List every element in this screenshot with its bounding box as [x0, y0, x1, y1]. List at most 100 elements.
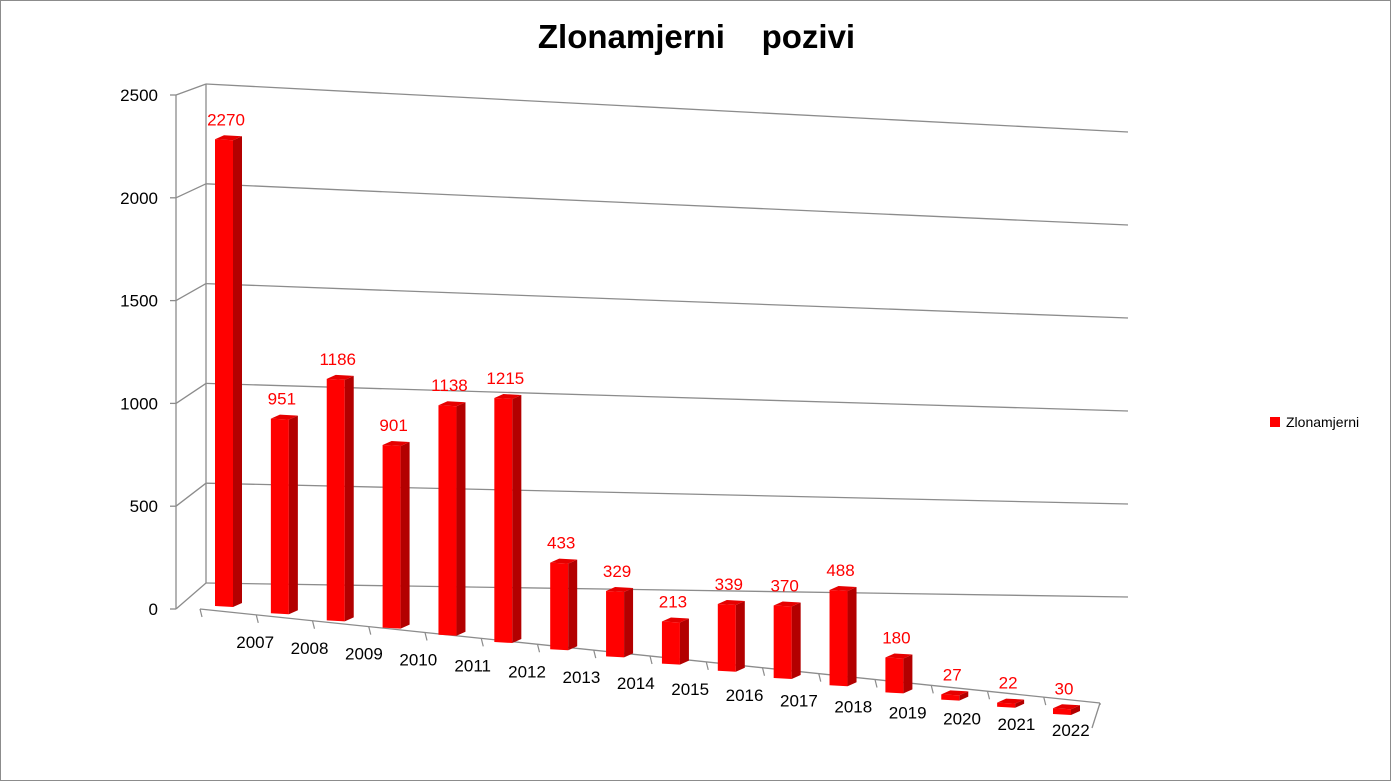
bar-side — [959, 691, 969, 701]
bar-top — [773, 601, 801, 607]
bar-top — [941, 690, 969, 696]
y-tick-label: 2000 — [120, 189, 158, 208]
bars — [215, 135, 1080, 715]
chart-title: Zlonamjerni pozivi — [537, 18, 856, 55]
bar-side — [735, 601, 745, 672]
x-tick-label: 2007 — [236, 633, 274, 652]
bar-front — [494, 398, 513, 643]
bar-side — [903, 654, 913, 694]
gridline — [205, 382, 1129, 412]
x-tick-label: 2016 — [726, 686, 764, 705]
bar-top — [606, 586, 634, 592]
bar — [606, 586, 634, 658]
bar-front — [326, 378, 345, 622]
x-tick-mark — [1043, 696, 1047, 706]
bar-side — [512, 395, 522, 643]
bar-front — [829, 590, 848, 687]
gridline-side — [175, 83, 207, 96]
data-label: 1186 — [319, 350, 356, 369]
data-label: 22 — [999, 674, 1018, 693]
bar-top — [438, 401, 466, 407]
bar — [326, 374, 354, 622]
x-tick-mark — [424, 632, 428, 641]
x-tick-label: 2022 — [1052, 721, 1090, 740]
x-tick-mark — [705, 661, 709, 671]
floor-corner — [1091, 702, 1101, 729]
data-label: 433 — [547, 534, 575, 553]
bar — [997, 698, 1025, 708]
bar-front — [1053, 708, 1071, 715]
x-tick-label: 2020 — [943, 709, 981, 728]
data-label: 339 — [715, 575, 743, 594]
gridline — [205, 282, 1129, 319]
x-tick-label: 2014 — [617, 674, 655, 693]
bar-top — [997, 698, 1025, 704]
bar — [829, 586, 857, 687]
x-tick-label: 2015 — [671, 680, 709, 699]
gridline — [205, 83, 1129, 133]
bar-side — [456, 402, 466, 636]
x-tick-label: 2008 — [291, 639, 329, 658]
x-tick-mark — [199, 608, 203, 618]
bar-front — [270, 418, 289, 615]
bar-top — [215, 135, 242, 141]
x-tick-label: 2011 — [454, 656, 491, 675]
bar-front — [550, 562, 569, 651]
data-label: 1215 — [486, 369, 524, 388]
bar-side — [233, 136, 242, 607]
x-tick-label: 2009 — [345, 645, 383, 664]
bar-top — [717, 600, 745, 606]
bar-side — [679, 618, 689, 665]
gridline-side — [175, 582, 207, 610]
bar-side — [288, 415, 298, 615]
x-tick-mark — [255, 614, 259, 624]
x-tick-mark — [311, 620, 316, 629]
data-label: 27 — [943, 665, 962, 684]
bar-top — [326, 374, 354, 380]
x-tick-label: 2012 — [508, 662, 546, 681]
x-tick-label: 2021 — [998, 715, 1036, 734]
bar-top — [494, 394, 522, 400]
data-label: 1138 — [431, 376, 468, 395]
bar — [773, 601, 801, 679]
bar-front — [997, 702, 1016, 708]
data-label: 30 — [1055, 679, 1074, 698]
bar-front — [606, 590, 625, 658]
bar-top — [1053, 704, 1080, 710]
gridline — [205, 582, 1129, 598]
x-tick-label: 2018 — [834, 698, 872, 717]
bar-side — [624, 587, 634, 658]
data-label: 180 — [882, 628, 910, 647]
gridline-side — [175, 382, 207, 404]
bar-front — [773, 605, 792, 679]
data-label: 951 — [268, 390, 296, 409]
x-tick-mark — [480, 638, 484, 647]
axes: 0 500 1000 1500 2000 2500 2007 2008 2009 2010 2011… — [120, 84, 1101, 740]
data-labels: 2270 951 1186 901 1138 1215 433 329 213 339 370 488… — [207, 110, 1073, 698]
bar-top — [885, 653, 913, 659]
bar — [661, 617, 689, 665]
bar — [885, 653, 913, 694]
x-tick-mark — [536, 644, 541, 653]
bar-side — [568, 559, 578, 651]
data-label: 2270 — [207, 110, 245, 129]
data-label: 901 — [379, 416, 407, 435]
x-tick-mark — [874, 679, 878, 688]
y-tick-label: 2500 — [120, 86, 158, 105]
bar — [215, 135, 242, 607]
bar — [717, 600, 745, 672]
x-tick-mark — [761, 667, 766, 676]
bar-side — [791, 602, 801, 679]
y-tick-label: 1500 — [120, 292, 158, 311]
bar-top — [661, 617, 689, 623]
x-tick-mark — [986, 691, 991, 700]
bar-front — [438, 405, 457, 636]
bar — [382, 440, 410, 629]
legend-entry: Zlonamjerni — [1286, 414, 1360, 430]
bar — [270, 414, 298, 615]
x-tick-mark — [818, 673, 822, 682]
y-tick-label: 1000 — [120, 394, 158, 413]
bar-front — [885, 657, 904, 694]
bar-top — [829, 586, 857, 592]
